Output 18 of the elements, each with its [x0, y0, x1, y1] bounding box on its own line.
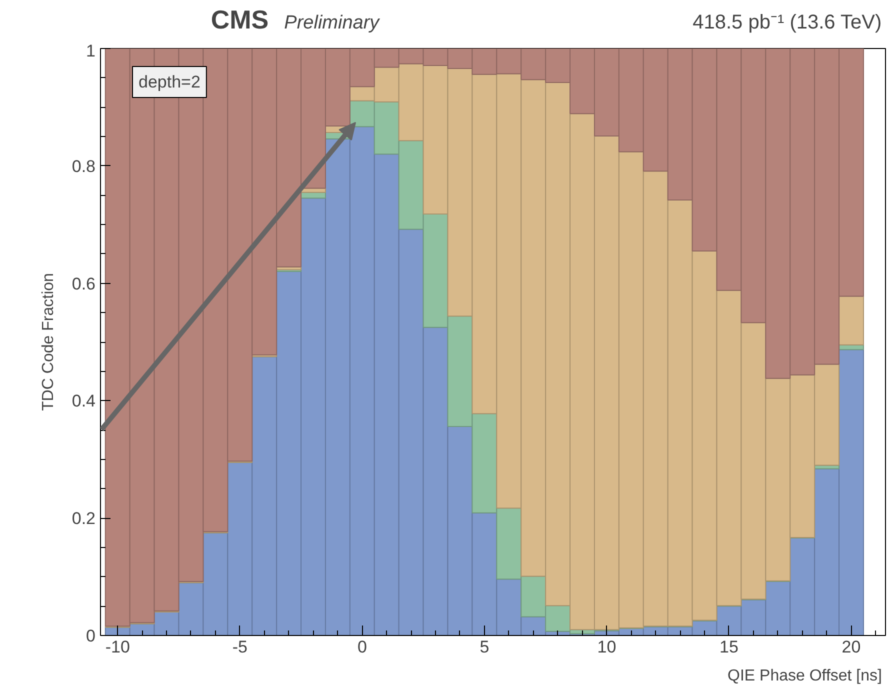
x-tick-label: 5	[480, 638, 490, 656]
x-tick-label: 15	[720, 638, 738, 656]
chart-title: CMS	[210, 4, 269, 34]
text: 418.5 pb⁻¹ (13.6 TeV)	[692, 12, 882, 34]
annotation: depth=2	[138, 72, 200, 92]
x-tick-label: 20	[842, 638, 861, 656]
y-axis-title: TDC Code Fraction	[40, 273, 57, 411]
x-tick-label: -10	[105, 638, 130, 656]
x-tick-label: -5	[232, 638, 248, 656]
y-tick-label: 0.2	[72, 509, 96, 528]
y-tick-label: 0.6	[72, 274, 96, 294]
x-tick-label: 10	[597, 638, 616, 656]
y-tick-label: 0.4	[72, 392, 96, 411]
y-tick-label: 0.8	[72, 156, 96, 176]
x-axis-title: QIE Phase Offset [ns]	[728, 668, 882, 684]
y-tick-label: 1	[86, 42, 96, 60]
x-tick-label: 0	[357, 638, 367, 656]
chart-subtitle: Preliminary	[284, 12, 381, 34]
